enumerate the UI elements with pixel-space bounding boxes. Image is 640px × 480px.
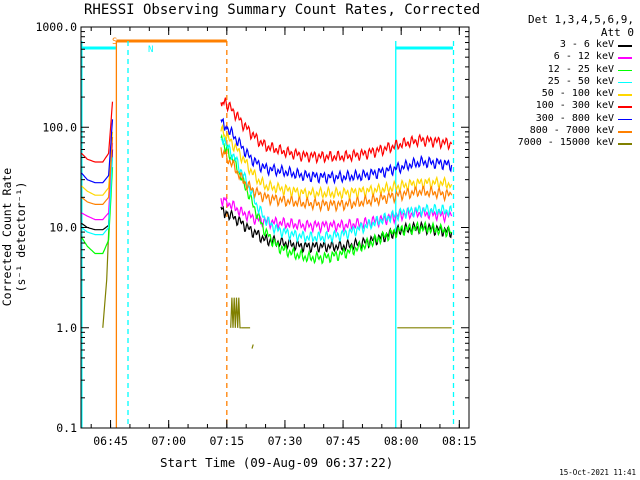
- x-tick-label-5: 08:00: [384, 434, 419, 448]
- series-line-7-seg-1: [220, 147, 453, 213]
- series-line-0-seg-0: [81, 149, 114, 231]
- legend-label: 7000 - 15000 keV: [517, 137, 614, 149]
- legend-entry: 3 - 6 keV: [474, 39, 634, 51]
- legend-label: 12 - 25 keV: [547, 63, 614, 75]
- series-line-0-seg-1: [220, 205, 453, 254]
- x-tick-label-3: 07:30: [268, 434, 303, 448]
- detector-list: Det 1,3,4,5,6,9,: [528, 13, 634, 26]
- legend-label: 800 - 7000 keV: [529, 125, 614, 137]
- legend-label: 50 - 100 keV: [541, 88, 614, 100]
- x-tick-label-4: 07:45: [326, 434, 361, 448]
- series-line-7-seg-0: [81, 136, 114, 205]
- legend-swatch: [618, 69, 632, 72]
- series-line-3-seg-0: [81, 157, 114, 236]
- saa-marker-label: S: [112, 37, 117, 47]
- series-line-4-seg-0: [81, 131, 114, 196]
- legend-swatch: [618, 118, 632, 121]
- attenuator-state: Att 0: [600, 26, 634, 39]
- series-layer: [80, 97, 453, 349]
- axes-layer: 0.1 1.0 10.0 100.0 1000.0 06:45 07:00 07:15 07:3…: [35, 20, 476, 448]
- y-tick-label-1: 1.0: [56, 321, 77, 335]
- legend-entry: 12 - 25 keV: [474, 64, 634, 76]
- y-tick-label-0: 0.1: [56, 421, 77, 435]
- series-line-8-seg-1: [230, 297, 242, 329]
- legend-entry: 6 - 12 keV: [474, 51, 634, 63]
- legend-entry: 7000 - 15000 keV: [474, 137, 634, 149]
- legend-entry: 50 - 100 keV: [474, 88, 634, 100]
- series-line-6-seg-0: [81, 119, 114, 184]
- series-line-5-seg-0: [81, 101, 114, 163]
- legend: 3 - 6 keV 6 - 12 keV 12 - 25 keV 25 - 50 ke…: [474, 39, 634, 150]
- legend-swatch: [618, 131, 632, 133]
- legend-entry: 300 - 800 keV: [474, 113, 634, 125]
- legend-label: 3 - 6 keV: [559, 39, 614, 50]
- legend-label: 300 - 800 keV: [535, 112, 614, 124]
- series-line-8-seg-3: [251, 344, 254, 349]
- detector-info: Det 1,3,4,5,6,9, Att 0: [528, 13, 634, 39]
- y-tick-label-2: 10.0: [49, 221, 77, 235]
- legend-swatch: [618, 57, 632, 59]
- series-line-3-seg-1: [220, 137, 453, 245]
- x-tick-label-1: 07:00: [151, 434, 186, 448]
- y-tick-label-4: 1000.0: [35, 20, 77, 34]
- x-tick-label-6: 08:15: [442, 434, 477, 448]
- legend-swatch: [618, 81, 632, 84]
- series-line-4-seg-1: [220, 123, 453, 201]
- legend-label: 25 - 50 keV: [547, 75, 614, 87]
- series-line-5-seg-1: [220, 97, 453, 165]
- legend-label: 6 - 12 keV: [553, 51, 614, 63]
- night-marker-label: N: [148, 45, 153, 55]
- x-tick-label-2: 07:15: [210, 434, 245, 448]
- generation-timestamp: 15-Oct-2021 11:41: [559, 468, 636, 477]
- x-axis-label: Start Time (09-Aug-09 06:37:22): [160, 455, 394, 470]
- y-axis-label: Corrected Count Rate (s⁻¹ detector⁻¹): [0, 167, 28, 307]
- legend-swatch: [618, 94, 632, 96]
- x-tick-label-0: 06:45: [93, 434, 128, 448]
- series-line-6-seg-1: [220, 117, 453, 185]
- legend-swatch: [618, 106, 632, 108]
- legend-entry: 100 - 300 keV: [474, 100, 634, 112]
- series-line-2-seg-1: [220, 133, 453, 265]
- series-line-1-seg-0: [81, 142, 114, 221]
- legend-entry: 800 - 7000 keV: [474, 125, 634, 137]
- legend-entry: 25 - 50 keV: [474, 76, 634, 88]
- chart-title: RHESSI Observing Summary Count Rates, Co…: [84, 2, 481, 18]
- legend-label: 100 - 300 keV: [535, 100, 614, 112]
- y-tick-label-3: 100.0: [42, 120, 77, 134]
- legend-swatch: [618, 143, 632, 145]
- series-line-2-seg-0: [80, 167, 114, 255]
- legend-swatch: [618, 45, 632, 47]
